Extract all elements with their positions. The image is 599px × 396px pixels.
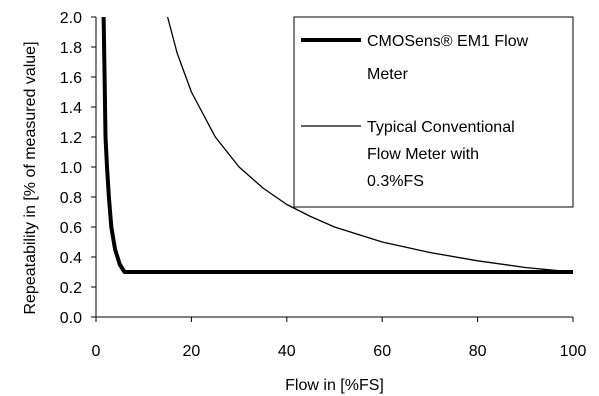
legend: CMOSens® EM1 Flow Meter Typical Conventi… [293,16,574,208]
legend-label-cmosens-line2: Meter [367,66,409,83]
y-tick-label: 0.6 [60,220,82,237]
y-tick-label: 0.0 [60,310,82,327]
series-lines [101,16,574,274]
x-axis-title: Flow in [%FS] [285,377,384,394]
legend-label-conventional: Typical Conventional Flow Meter with 0.3… [367,119,519,190]
legend-label-cmosens: CMOSens® EM1 Flow Meter [367,33,533,83]
series-line-cmosens [101,16,573,274]
series-line-conventional [166,16,574,273]
x-tick-label: 80 [469,343,487,360]
legend-box [293,16,574,208]
y-axis-title: Repeatability in [% of measured value] [22,41,39,314]
x-tick-label: 60 [373,343,391,360]
legend-label-conventional-line2: Flow Meter with [367,146,479,163]
y-tick-label: 0.2 [60,280,82,297]
x-axis: 0 20 40 60 80 100 [92,317,587,360]
legend-label-conventional-line1: Typical Conventional [367,119,515,136]
legend-label-conventional-line3: 0.3%FS [367,173,424,190]
y-tick-label: 1.4 [60,100,82,117]
y-tick-label: 1.8 [60,40,82,57]
x-tick-label: 20 [183,343,201,360]
x-tick-label: 100 [560,343,587,360]
y-tick-label: 0.4 [60,250,82,267]
y-tick-label: 1.6 [60,70,82,87]
x-tick-label: 40 [278,343,296,360]
y-tick-label: 0.8 [60,190,82,207]
y-tick-label: 1.0 [60,160,82,177]
y-tick-label: 2.0 [60,10,82,27]
y-axis: 0.0 0.2 0.4 0.6 0.8 1.0 1.2 1.4 1.6 1.8 2.0 [60,10,96,327]
x-tick-label: 0 [92,343,101,360]
y-tick-label: 1.2 [60,130,82,147]
legend-label-cmosens-line1: CMOSens® EM1 Flow [367,33,529,50]
